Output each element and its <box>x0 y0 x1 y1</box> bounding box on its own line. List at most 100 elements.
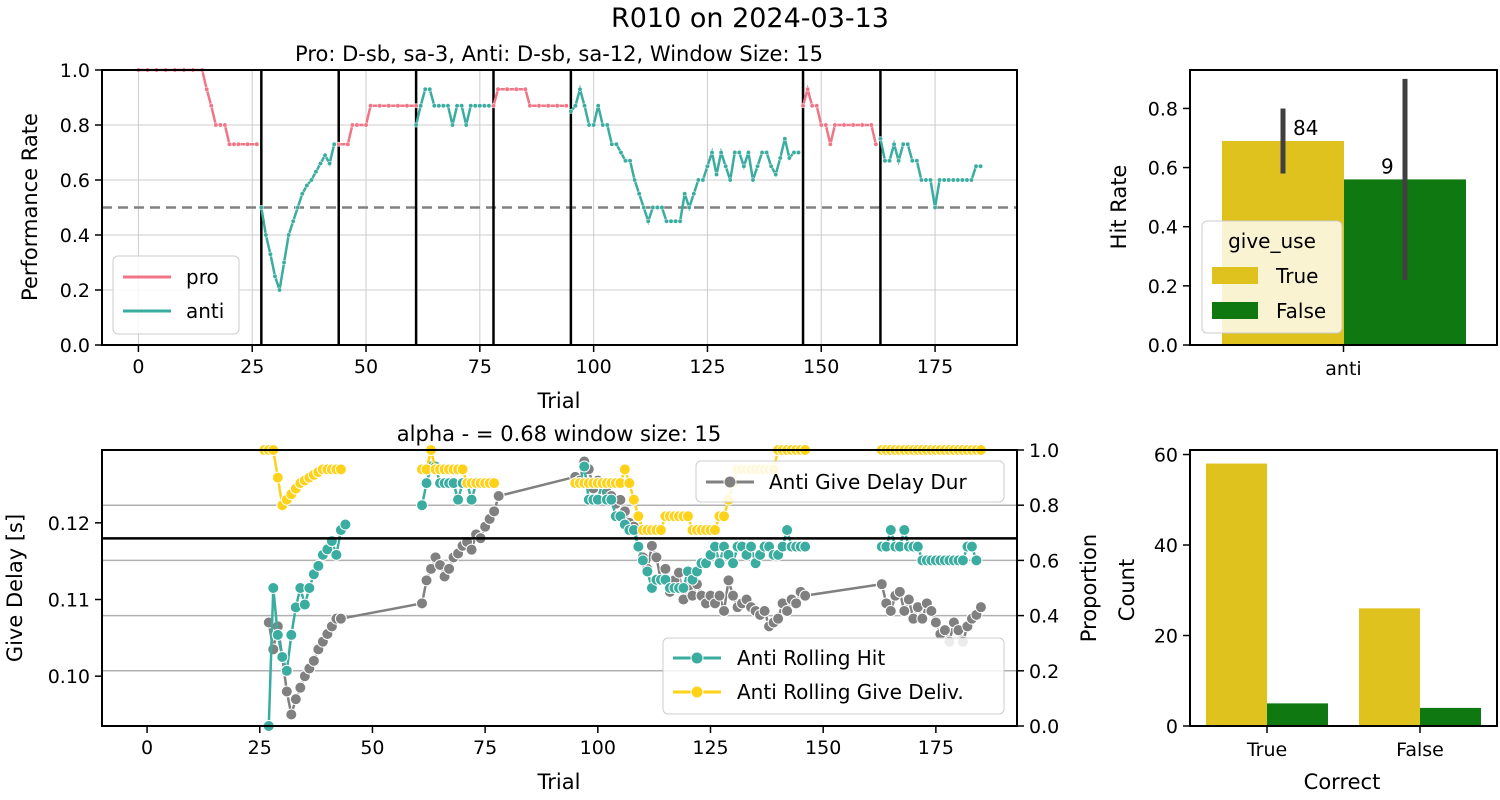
anti-point <box>727 177 733 183</box>
anti-give-delay-dur-point <box>974 601 987 614</box>
anti-point <box>768 163 774 169</box>
pro-point <box>236 141 242 147</box>
y-tick-label: 40 <box>1154 535 1178 557</box>
pro-point <box>809 103 815 109</box>
anti-point <box>891 141 897 147</box>
anti-point <box>723 163 729 169</box>
legend-label: False <box>1276 299 1326 323</box>
anti-point <box>422 86 428 92</box>
pro-point <box>345 141 351 147</box>
anti-rolling-give-deliv-point <box>334 463 347 476</box>
anti-rolling-hit-point <box>898 524 911 537</box>
anti-line <box>260 143 336 291</box>
pro-point <box>363 122 369 128</box>
anti-point <box>427 86 433 92</box>
anti-rolling-hit-point <box>956 554 969 567</box>
x-tick-label: 150 <box>803 356 839 378</box>
anti-give-delay-dur-point <box>420 574 433 587</box>
bar-false-false <box>1420 707 1481 726</box>
legend-marker-give-delay <box>723 475 737 489</box>
pro-point <box>823 122 829 128</box>
anti-point <box>695 177 701 183</box>
y-tick-label: 0.4 <box>60 225 90 247</box>
x-tick-label: False <box>1396 739 1444 761</box>
legend-title: give_use <box>1228 229 1316 253</box>
anti-point <box>577 86 583 92</box>
anti-give-delay-dur-point <box>929 616 942 629</box>
plot-frame <box>1189 69 1498 346</box>
anti-point <box>937 177 943 183</box>
pro-point <box>245 141 251 147</box>
anti-point <box>932 205 938 210</box>
pro-point <box>254 141 260 147</box>
y-tick-label: 0.12 <box>48 513 90 535</box>
anti-give-delay-dur-point <box>289 693 302 706</box>
plot-frame <box>101 449 1018 727</box>
pro-point <box>527 103 533 109</box>
y-tick-label: 0.0 <box>60 335 90 357</box>
anti-point <box>623 158 628 164</box>
anti-give-delay-dur-point <box>416 597 429 610</box>
anti-point <box>732 150 738 155</box>
pro-point <box>349 122 355 128</box>
anti-give-delay-dur-point <box>722 574 735 587</box>
y-tick-label: 0.2 <box>1148 276 1178 298</box>
pro-point <box>231 141 237 147</box>
anti-rolling-hit-point <box>884 524 897 537</box>
x-tick-label: 175 <box>918 737 954 759</box>
anti-point <box>318 161 323 166</box>
count-x-label: Correct <box>1304 770 1381 794</box>
anti-rolling-hit-point <box>276 651 289 663</box>
anti-give-delay-dur-point <box>645 539 658 552</box>
anti-point <box>613 141 619 147</box>
anti-point <box>900 141 906 147</box>
anti-give-delay-dur-point <box>902 593 915 606</box>
anti-point <box>682 191 688 197</box>
anti-rolling-hit-point <box>677 582 690 594</box>
anti-point <box>928 177 933 183</box>
anti-rolling-hit-point <box>965 540 978 553</box>
anti-point <box>714 172 720 177</box>
pro-point <box>336 141 342 147</box>
anti-point <box>736 150 742 155</box>
performance-chart-title: Pro: D-sb, sa-3, Anti: D-sb, sa-12, Wind… <box>295 42 823 66</box>
anti-point <box>454 103 460 109</box>
y-tick-label: 60 <box>1154 445 1178 467</box>
anti-rolling-hit-point <box>799 540 812 553</box>
anti-point <box>440 103 446 109</box>
pro-point <box>536 103 542 109</box>
anti-rolling-give-deliv-point <box>488 477 501 490</box>
anti-point <box>777 155 783 161</box>
pro-point <box>208 103 214 109</box>
anti-point <box>463 122 469 128</box>
legend-box <box>662 637 1005 715</box>
anti-rolling-give-deliv-point <box>654 524 667 537</box>
anti-point <box>327 161 333 166</box>
plot-frame <box>1189 449 1498 727</box>
anti-point <box>909 158 915 164</box>
bar-count-label: 84 <box>1293 116 1318 140</box>
anti-give-delay-dur-point <box>267 643 280 656</box>
anti-point <box>477 103 483 109</box>
legend-label: Anti Give Delay Dur <box>769 470 967 494</box>
hit-rate-chart: Hit Rate 0.0 0.2 0.4 0.6 0.8 84 9 anti give_use T… <box>1107 69 1498 380</box>
x-tick-label: 50 <box>360 737 384 759</box>
count-y-label: Count <box>1115 559 1139 621</box>
anti-give-delay-dur-point <box>285 708 298 721</box>
anti-give-delay-dur-point <box>492 490 505 502</box>
anti-rolling-hit-point <box>267 582 280 594</box>
pro-point <box>868 122 874 128</box>
anti-point <box>572 103 578 109</box>
pro-point <box>386 103 392 109</box>
anti-point <box>969 177 974 183</box>
pro-point <box>222 122 228 128</box>
anti-point <box>413 122 419 128</box>
anti-give-delay-dur-point <box>790 597 803 610</box>
anti-give-delay-dur-point <box>884 605 897 617</box>
y2-tick-label: 0.4 <box>1029 606 1059 628</box>
anti-rolling-hit-point <box>312 559 325 572</box>
anti-point <box>609 141 615 147</box>
anti-point <box>650 205 656 210</box>
proportion-y-label: Proportion <box>1077 534 1101 642</box>
